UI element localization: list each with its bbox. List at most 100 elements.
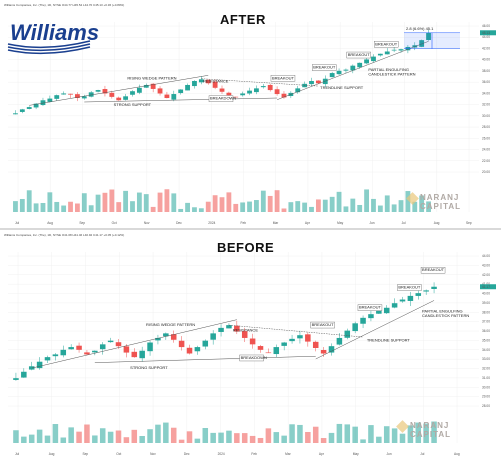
x-tick-label: Mar: [285, 452, 291, 456]
candle-body: [249, 338, 256, 345]
x-tick-label: Oct: [116, 452, 121, 456]
annotation-label: BREAKOUT: [359, 305, 382, 310]
annotation-box: [310, 321, 335, 329]
annotation-label: PARTIAL ENGULFING: [422, 308, 463, 313]
volume-bar: [205, 201, 211, 212]
annotation-box: [374, 41, 399, 48]
volume-bar: [391, 204, 397, 212]
candle-body: [123, 346, 130, 353]
candle-body: [136, 87, 142, 93]
volume-bar: [336, 423, 343, 443]
candle-body: [95, 90, 101, 92]
candle-body: [163, 333, 169, 337]
candle-body: [205, 79, 211, 84]
y-tick-label: 30.00: [482, 385, 490, 389]
ticker-line: Williams Companies, Inc. (The), 1D, NYSE…: [4, 233, 124, 237]
candle-body: [171, 94, 177, 100]
volume-bar: [328, 432, 335, 443]
candle-body: [102, 89, 108, 94]
candle-body: [139, 350, 145, 359]
candle-body: [343, 69, 349, 71]
volume-bar: [254, 200, 259, 212]
candle-body: [371, 56, 376, 62]
y-tick-label: 46.00: [482, 24, 490, 28]
x-tick-label: Dec: [176, 221, 182, 225]
x-tick-label: 2024: [218, 452, 225, 456]
after-panel: Williams Companies, Inc. (The), 1D, NYSE…: [0, 0, 501, 228]
volume-bar: [419, 195, 425, 212]
candle-body: [61, 93, 67, 95]
before-panel: Williams Companies, Inc. (The), 1D, NYSE…: [0, 230, 501, 459]
candle-body: [178, 340, 185, 348]
watermark-line1: NARANJ: [410, 421, 449, 430]
annotation-label: RESISTANCE: [203, 79, 229, 84]
candle-body: [44, 357, 51, 361]
volume-bar: [343, 206, 349, 212]
trendline: [31, 319, 237, 369]
volume-bar: [123, 437, 130, 443]
volume-bar: [364, 189, 369, 212]
candle-body: [312, 341, 319, 348]
volume-bar: [405, 191, 411, 212]
last-price-tag: [480, 30, 496, 36]
volume-bar: [47, 192, 53, 212]
candle-body: [33, 103, 39, 108]
annotation-label: TRENDLINE SUPPORT: [320, 85, 364, 90]
x-tick-label: Jun: [369, 221, 374, 225]
candle-body: [305, 334, 311, 342]
volume-bar: [329, 196, 335, 212]
volume-bar: [26, 190, 32, 212]
candle-body: [357, 62, 363, 68]
candle-body: [36, 361, 43, 369]
volume-bar: [75, 203, 80, 212]
candle-body: [368, 314, 374, 319]
annotation-label: TRENDLINE SUPPORT: [367, 338, 411, 343]
logo-swoosh: [7, 43, 91, 52]
volume-bar: [302, 202, 308, 212]
volume-bar: [88, 205, 94, 212]
candle-body: [281, 93, 287, 98]
trendline: [84, 97, 278, 103]
annotation-box: [397, 284, 422, 291]
volume-bar: [412, 201, 418, 212]
y-tick-label: 24.00: [482, 148, 490, 152]
volume-bar: [391, 428, 398, 443]
annotation-label: RISING WEDGE PATTERN: [146, 322, 195, 327]
volume-bar: [68, 427, 74, 443]
volume-bar: [99, 428, 106, 443]
candle-body: [84, 352, 90, 355]
x-tick-label: Oct: [112, 221, 117, 225]
candle-body: [115, 342, 122, 347]
volume-bar: [61, 205, 67, 212]
candle-body: [289, 338, 295, 342]
annotation-label: CANDLESTICK PATTERN: [422, 313, 469, 318]
candle-body: [75, 94, 80, 99]
volume-bar: [60, 437, 67, 443]
x-tick-label: Jun: [386, 452, 391, 456]
candle-body: [150, 83, 156, 89]
trendline: [94, 355, 316, 363]
volume-bar: [407, 425, 414, 443]
volume-bar: [240, 202, 246, 212]
volume-bar: [260, 190, 266, 212]
candle-body: [147, 342, 153, 352]
candle-body: [247, 90, 252, 94]
candle-body: [426, 32, 431, 41]
volume-bar: [68, 201, 73, 212]
candle-body: [329, 73, 335, 78]
volume-bar: [36, 429, 43, 443]
volume-bar: [384, 195, 390, 212]
candle-body: [202, 340, 209, 347]
volume-bar: [76, 431, 82, 443]
annotation-box: [270, 75, 296, 82]
candle-body: [302, 83, 308, 88]
after-chart: Williams Companies, Inc. (The), 1D, NYSE…: [4, 3, 496, 225]
x-tick-label: Feb: [241, 221, 247, 225]
ticker-line: Williams Companies, Inc. (The), 1D, NYSE…: [4, 3, 124, 7]
annotation-box: [312, 64, 337, 71]
volume-bar: [21, 436, 27, 443]
x-tick-label: 2024: [208, 221, 215, 225]
volume-bar: [147, 429, 153, 443]
candle-body: [431, 286, 437, 289]
candle-body: [226, 325, 232, 329]
